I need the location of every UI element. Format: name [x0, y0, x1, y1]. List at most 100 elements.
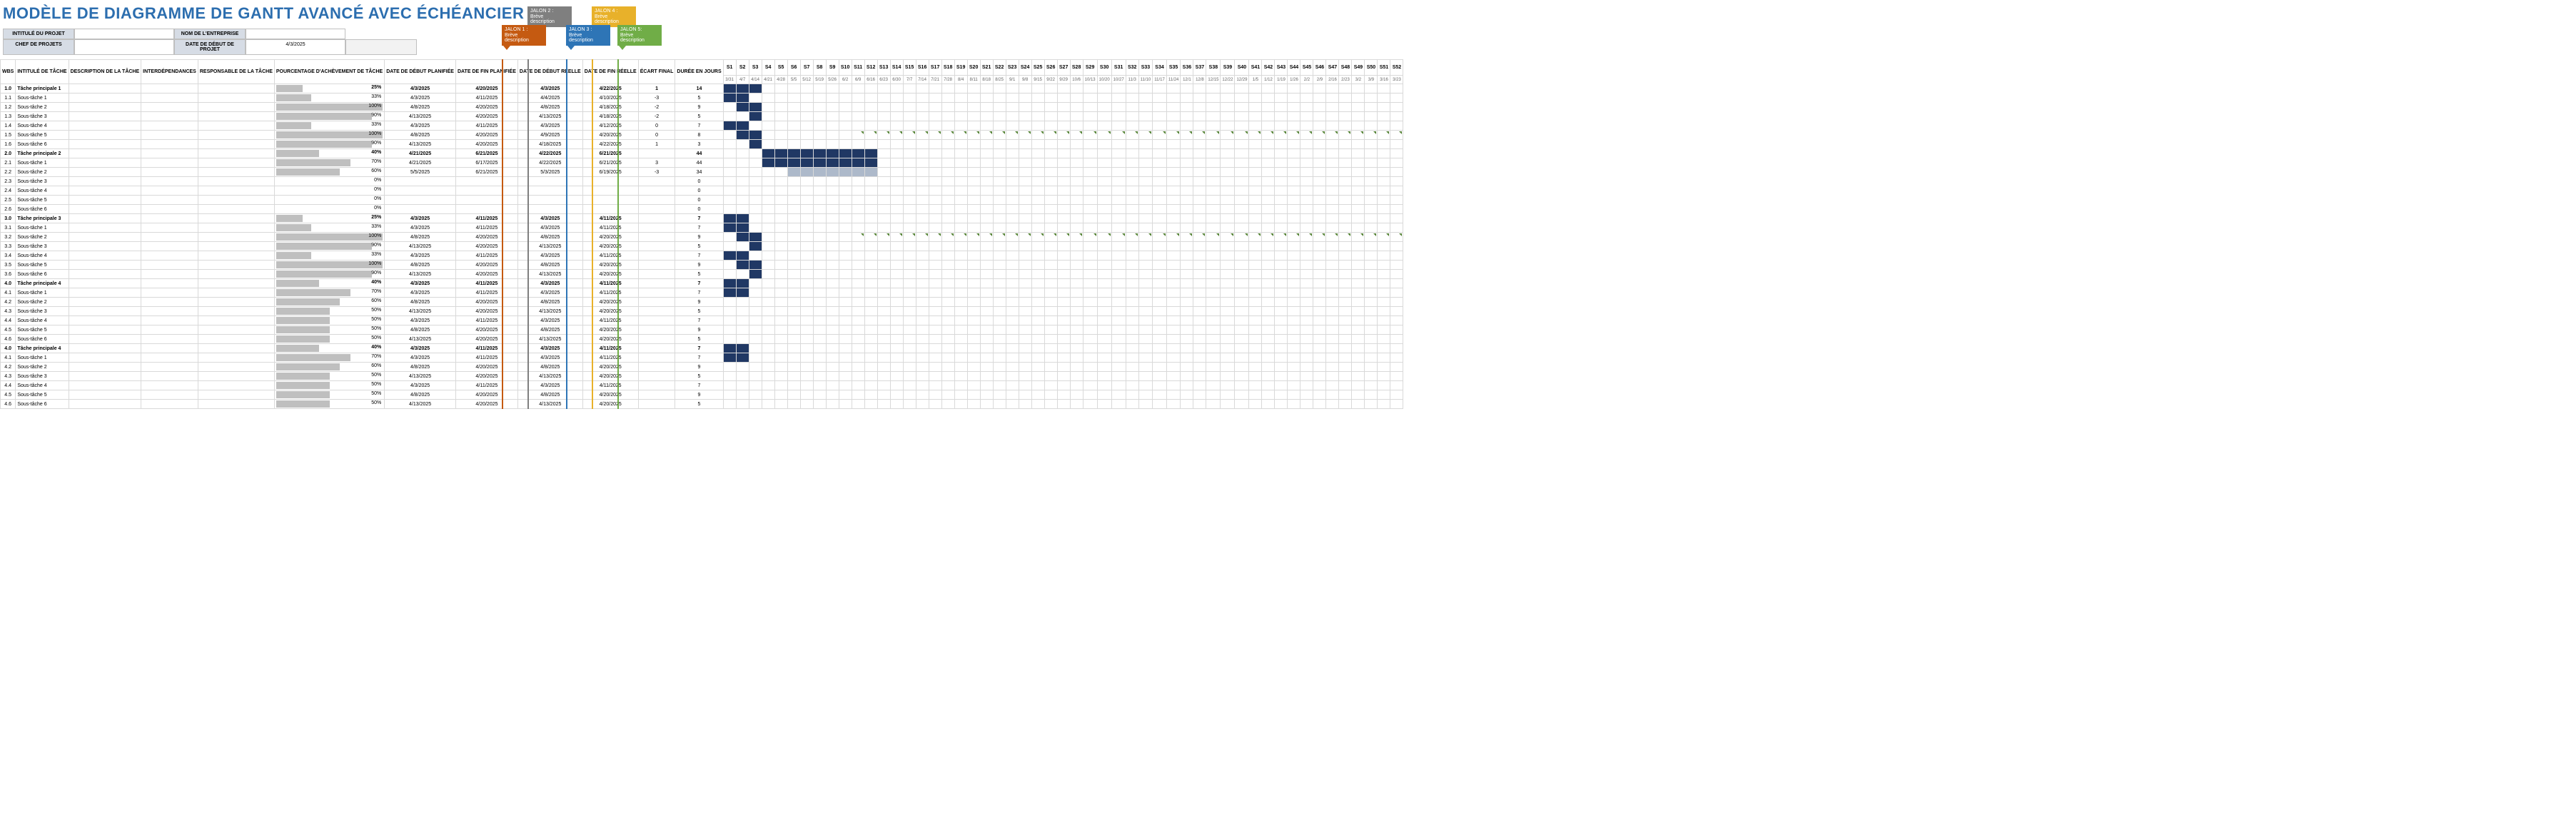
timeline-cell[interactable] — [890, 344, 903, 353]
timeline-cell[interactable] — [1057, 94, 1070, 103]
cell-dur[interactable]: 7 — [675, 279, 723, 288]
timeline-cell[interactable] — [839, 158, 852, 168]
timeline-cell[interactable] — [1138, 242, 1153, 251]
timeline-cell[interactable] — [813, 335, 826, 344]
cell-pct[interactable]: 100% — [274, 233, 384, 242]
timeline-cell[interactable] — [1326, 214, 1339, 223]
timeline-cell[interactable] — [1044, 112, 1057, 121]
cell-aend[interactable]: 4/11/2025 — [582, 344, 638, 353]
timeline-cell[interactable] — [993, 168, 1006, 177]
cell-resp[interactable] — [198, 298, 274, 307]
timeline-cell[interactable] — [1300, 279, 1313, 288]
timeline-cell[interactable] — [1352, 112, 1365, 121]
timeline-cell[interactable] — [1300, 205, 1313, 214]
timeline-cell[interactable] — [1044, 205, 1057, 214]
timeline-cell[interactable] — [1153, 288, 1167, 298]
cell-pstart[interactable]: 4/3/2025 — [385, 214, 456, 223]
timeline-cell[interactable] — [954, 242, 967, 251]
cell-pend[interactable]: 4/20/2025 — [455, 363, 517, 372]
timeline-cell[interactable] — [839, 177, 852, 186]
table-row[interactable]: 3.3Sous-tâche 390%4/13/20254/20/20254/13… — [1, 242, 1403, 251]
timeline-cell[interactable] — [1070, 372, 1083, 381]
timeline-cell[interactable] — [762, 168, 774, 177]
timeline-cell[interactable] — [1031, 149, 1044, 158]
timeline-cell[interactable] — [749, 149, 762, 158]
timeline-cell[interactable] — [1153, 390, 1167, 400]
cell-name[interactable]: Sous-tâche 2 — [16, 363, 69, 372]
timeline-cell[interactable] — [877, 288, 890, 298]
timeline-cell[interactable] — [1378, 186, 1390, 196]
timeline-cell[interactable] — [954, 233, 967, 242]
timeline-cell[interactable] — [1138, 279, 1153, 288]
timeline-cell[interactable] — [1206, 205, 1221, 214]
timeline-cell[interactable] — [839, 288, 852, 298]
timeline-cell[interactable] — [813, 140, 826, 149]
timeline-cell[interactable] — [1153, 223, 1167, 233]
timeline-cell[interactable] — [800, 205, 813, 214]
timeline-cell[interactable] — [1249, 242, 1262, 251]
timeline-cell[interactable] — [1300, 242, 1313, 251]
timeline-cell[interactable] — [1126, 103, 1138, 112]
timeline-cell[interactable] — [762, 381, 774, 390]
timeline-cell[interactable] — [839, 121, 852, 131]
timeline-cell[interactable] — [774, 103, 787, 112]
timeline-cell[interactable] — [1153, 177, 1167, 186]
cell-dep[interactable] — [141, 363, 198, 372]
timeline-cell[interactable] — [864, 158, 877, 168]
timeline-cell[interactable] — [1365, 270, 1378, 279]
cell-pstart[interactable]: 4/3/2025 — [385, 251, 456, 261]
timeline-cell[interactable] — [1221, 270, 1235, 279]
cell-resp[interactable] — [198, 121, 274, 131]
cell-pend[interactable]: 4/20/2025 — [455, 103, 517, 112]
timeline-cell[interactable] — [1181, 390, 1193, 400]
timeline-cell[interactable] — [1352, 214, 1365, 223]
timeline-cell[interactable] — [852, 121, 864, 131]
timeline-cell[interactable] — [1339, 298, 1352, 307]
cell-pstart[interactable]: 4/13/2025 — [385, 112, 456, 121]
timeline-cell[interactable] — [1275, 298, 1288, 307]
timeline-cell[interactable] — [839, 223, 852, 233]
timeline-cell[interactable] — [1326, 307, 1339, 316]
cell-aend[interactable]: 4/20/2025 — [582, 400, 638, 409]
timeline-cell[interactable] — [1288, 84, 1300, 94]
timeline-cell[interactable] — [1070, 131, 1083, 140]
timeline-cell[interactable] — [1031, 390, 1044, 400]
timeline-cell[interactable] — [1193, 353, 1206, 363]
timeline-cell[interactable] — [1206, 381, 1221, 390]
timeline-cell[interactable] — [852, 140, 864, 149]
timeline-cell[interactable] — [723, 325, 736, 335]
timeline-cell[interactable] — [1111, 140, 1126, 149]
timeline-cell[interactable] — [1181, 372, 1193, 381]
timeline-cell[interactable] — [1006, 149, 1019, 158]
timeline-cell[interactable] — [941, 149, 954, 158]
timeline-cell[interactable] — [1070, 223, 1083, 233]
timeline-cell[interactable] — [1262, 400, 1275, 409]
timeline-cell[interactable] — [852, 149, 864, 158]
timeline-cell[interactable] — [993, 233, 1006, 242]
cell-aend[interactable]: 4/22/2025 — [582, 84, 638, 94]
timeline-cell[interactable] — [1235, 149, 1249, 158]
timeline-cell[interactable] — [1262, 279, 1275, 288]
timeline-cell[interactable] — [1352, 131, 1365, 140]
timeline-cell[interactable] — [1111, 261, 1126, 270]
timeline-cell[interactable] — [1070, 279, 1083, 288]
timeline-cell[interactable] — [1031, 316, 1044, 325]
timeline-cell[interactable] — [1390, 279, 1403, 288]
cell-dur[interactable]: 5 — [675, 112, 723, 121]
timeline-cell[interactable] — [839, 279, 852, 288]
timeline-cell[interactable] — [1206, 84, 1221, 94]
timeline-cell[interactable] — [864, 270, 877, 279]
timeline-cell[interactable] — [1138, 316, 1153, 325]
timeline-cell[interactable] — [1365, 149, 1378, 158]
timeline-cell[interactable] — [774, 316, 787, 325]
timeline-cell[interactable] — [787, 149, 800, 158]
timeline-cell[interactable] — [1006, 158, 1019, 168]
cell-aend[interactable]: 4/20/2025 — [582, 390, 638, 400]
timeline-cell[interactable] — [929, 205, 941, 214]
timeline-cell[interactable] — [1126, 131, 1138, 140]
timeline-cell[interactable] — [774, 186, 787, 196]
cell-dep[interactable] — [141, 112, 198, 121]
timeline-cell[interactable] — [993, 214, 1006, 223]
timeline-cell[interactable] — [800, 131, 813, 140]
timeline-cell[interactable] — [762, 363, 774, 372]
